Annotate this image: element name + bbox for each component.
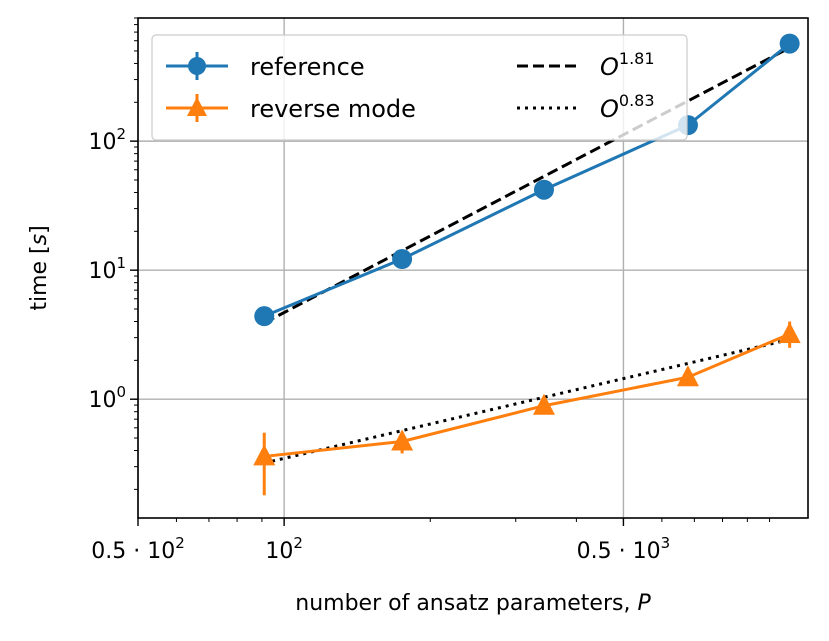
legend-reference-label: reference — [250, 53, 365, 81]
legend-entry-fit-1: O1.81 — [517, 49, 655, 81]
reference-point — [533, 179, 554, 200]
legend-reference-marker — [188, 57, 206, 75]
reference-point — [779, 33, 800, 54]
fit-line-1 — [263, 46, 791, 325]
legend-fit-1-label: O1.81 — [600, 49, 655, 81]
y-tick-label: 102 — [88, 125, 126, 155]
axis-ticks: 0.5 · 102 102 0.5 · 103 100 101 102 — [88, 17, 771, 564]
y-tick-label: 101 — [88, 254, 126, 284]
y-axis-label: time [s] — [27, 225, 52, 310]
plot-frame — [137, 17, 809, 519]
reverse-mode-point — [676, 365, 699, 387]
data-series — [253, 33, 801, 496]
legend-entry-reference: reference — [166, 52, 365, 81]
fit-lines — [263, 46, 791, 465]
reverse-mode-point — [253, 444, 276, 466]
reverse-mode-point — [778, 322, 801, 344]
legend: reference reverse mode O1.81 O0.83 — [151, 34, 688, 141]
legend-fit-2-label: O0.83 — [600, 91, 655, 123]
x-tick-label: 102 — [265, 534, 303, 564]
reverse-mode-point — [391, 429, 414, 451]
reference-point — [254, 306, 275, 327]
y-tick-label: 100 — [88, 383, 126, 413]
reverse-mode-line — [264, 332, 791, 458]
legend-box — [151, 34, 688, 141]
x-tick-label: 0.5 · 102 — [91, 534, 185, 564]
legend-reverse-mode-marker — [187, 97, 207, 116]
fit-line-2 — [263, 338, 790, 465]
legend-entry-fit-2: O0.83 — [517, 91, 655, 123]
x-tick-label: 0.5 · 103 — [577, 534, 671, 564]
legend-reverse-mode-label: reverse mode — [250, 95, 416, 123]
x-axis-label: number of ansatz parameters, P — [295, 591, 651, 616]
reference-point — [392, 249, 413, 270]
reverse-mode-point — [532, 393, 555, 415]
legend-entry-reverse-mode: reverse mode — [166, 94, 416, 123]
